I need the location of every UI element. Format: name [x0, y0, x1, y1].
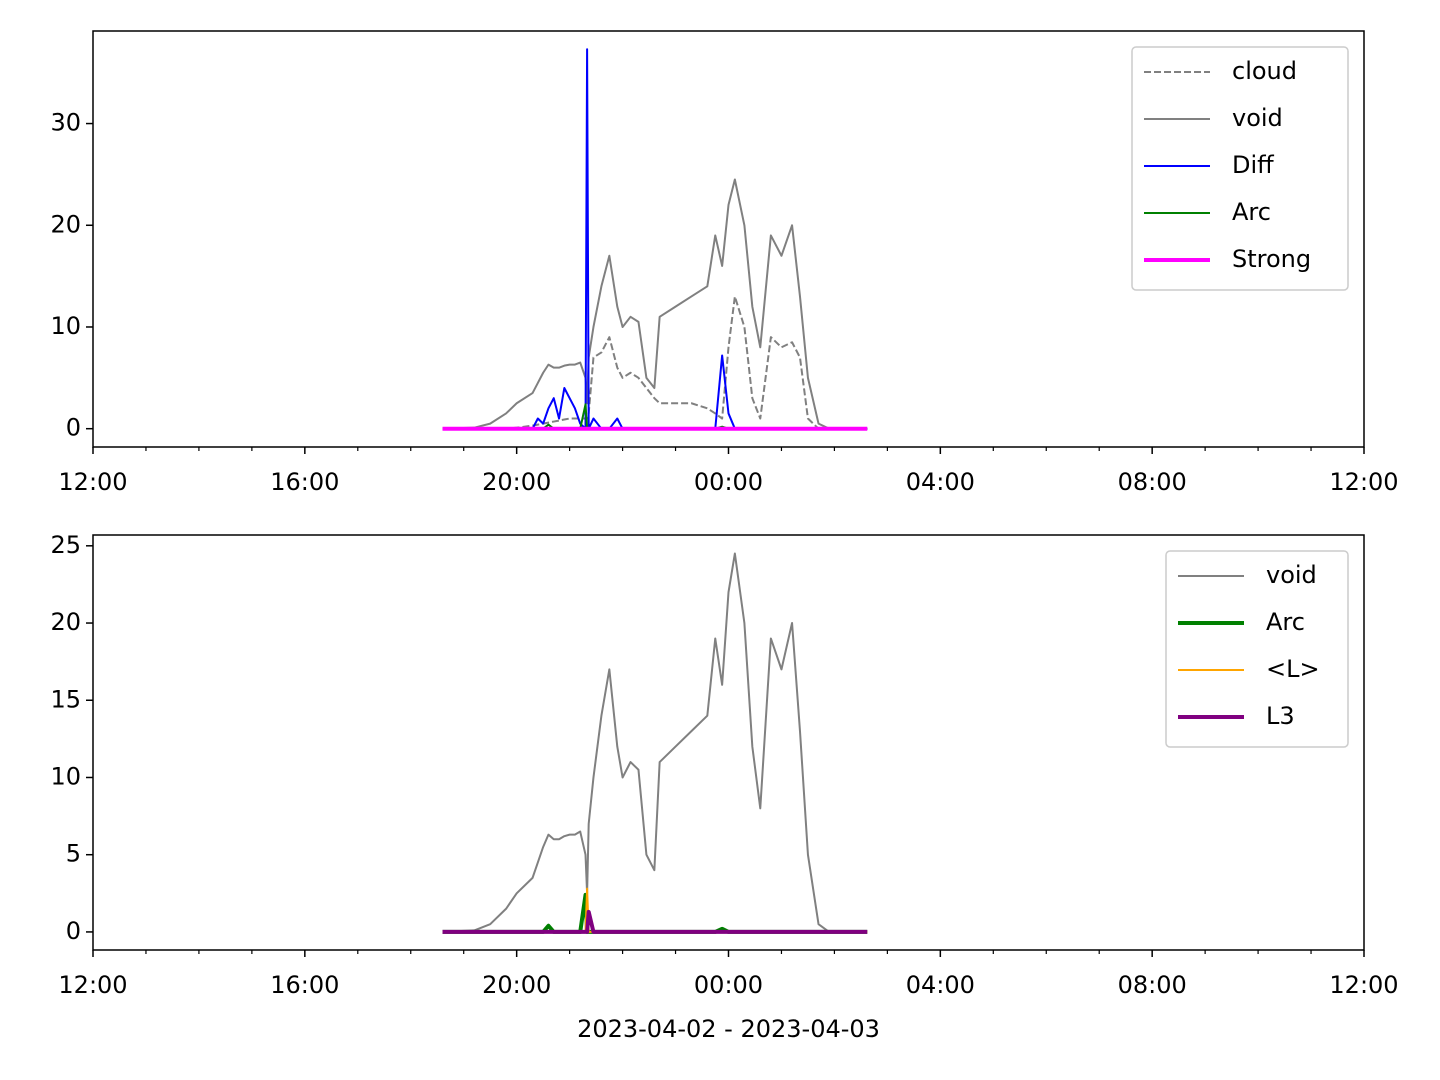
x-tick-label: 12:00 [1329, 468, 1398, 496]
x-tick-label: 08:00 [1118, 468, 1187, 496]
x-tick-label: 04:00 [906, 971, 975, 999]
legend-label: <L> [1266, 655, 1320, 683]
x-tick-label: 08:00 [1118, 971, 1187, 999]
legend-label: Diff [1232, 151, 1274, 179]
y-tick-label: 0 [66, 414, 81, 442]
x-axis-label: 2023-04-02 - 2023-04-03 [577, 1015, 880, 1043]
legend-label: Arc [1266, 608, 1305, 636]
legend-label: Strong [1232, 245, 1311, 273]
legend-box [1131, 46, 1349, 291]
y-tick-label: 5 [66, 840, 81, 868]
legend-label: Arc [1232, 198, 1271, 226]
series-line [442, 552, 868, 933]
legend: void Arc <L> L3 [1165, 550, 1349, 748]
y-tick-label: 20 [50, 608, 81, 636]
x-tick-label: 20:00 [482, 971, 551, 999]
series-line [442, 892, 868, 934]
x-tick-label: 12:00 [58, 971, 127, 999]
x-tick-label: 16:00 [270, 468, 339, 496]
axes-frame [92, 30, 1365, 448]
series-line [442, 295, 868, 430]
subplot: 0 10 20 30 12:00 16:00 20:00 00:00 04:00 08:00 12:… [50, 30, 1399, 496]
legend-label: void [1266, 561, 1317, 589]
x-tick-label: 16:00 [270, 971, 339, 999]
y-tick-label: 10 [50, 762, 81, 790]
legend-label: void [1232, 104, 1283, 132]
x-tick-label: 12:00 [1329, 971, 1398, 999]
subplot: 0 5 10 15 20 25 12:00 16:00 20:00 00:00 04:00 08:00… [50, 531, 1398, 1043]
series-line [442, 178, 868, 430]
x-tick-label: 20:00 [482, 468, 551, 496]
series-line [442, 887, 868, 933]
y-tick-label: 10 [50, 312, 81, 340]
y-tick-label: 15 [50, 685, 81, 713]
y-tick-label: 25 [50, 531, 81, 559]
series-line [442, 909, 868, 934]
legend: cloud void Diff Arc Strong [1131, 46, 1349, 291]
x-tick-label: 12:00 [58, 468, 127, 496]
legend-label: L3 [1266, 702, 1295, 730]
y-tick-label: 20 [50, 210, 81, 238]
y-tick-label: 30 [50, 109, 81, 137]
x-tick-label: 00:00 [694, 971, 763, 999]
legend-label: cloud [1232, 57, 1297, 85]
x-tick-label: 04:00 [906, 468, 975, 496]
x-tick-label: 00:00 [694, 468, 763, 496]
series-line [442, 403, 868, 430]
legend-box [1165, 550, 1349, 748]
y-tick-label: 0 [66, 917, 81, 945]
axes-frame [92, 534, 1365, 951]
